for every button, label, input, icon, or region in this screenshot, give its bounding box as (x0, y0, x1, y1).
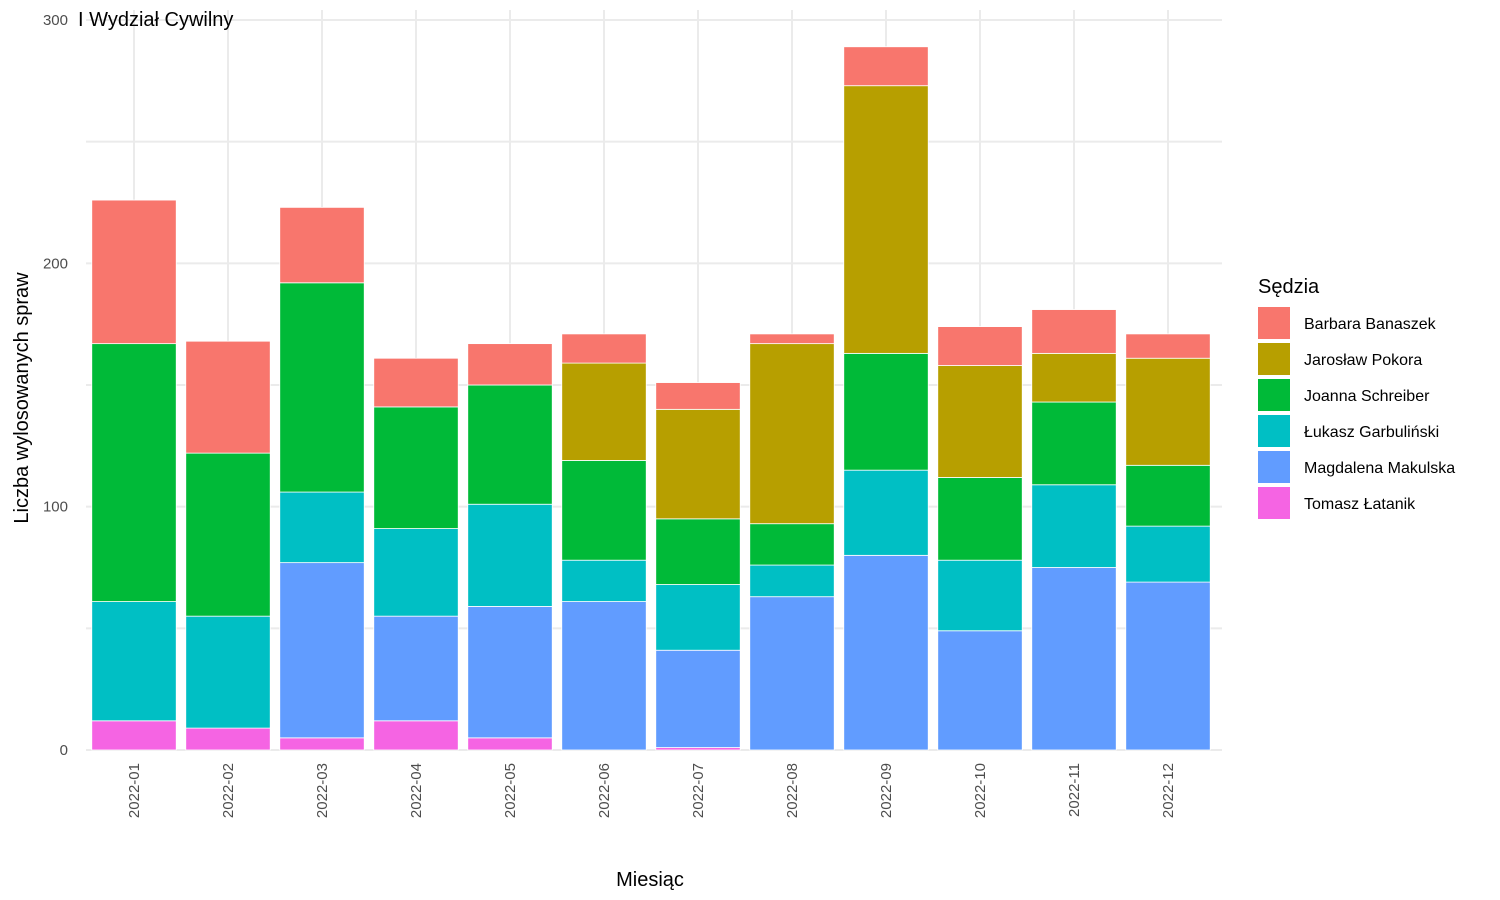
bar-segment (91, 601, 177, 722)
bar-segment (937, 630, 1023, 751)
bar-segment (279, 206, 365, 284)
bar-segment (655, 382, 741, 410)
bars (91, 46, 1211, 751)
bar-segment (937, 477, 1023, 561)
bar-segment (1125, 357, 1211, 466)
bar-segment (185, 727, 271, 751)
bar-segment (937, 326, 1023, 366)
bar-segment (373, 406, 459, 529)
bar-segment (91, 343, 177, 602)
bar-segment (279, 737, 365, 751)
bar-segment (185, 340, 271, 454)
legend-label: Tomasz Łatanik (1304, 496, 1416, 513)
bar-segment (279, 562, 365, 739)
bar-segment (91, 720, 177, 751)
bar-segment (561, 362, 647, 461)
bar-segment (749, 564, 835, 598)
bar-segment (937, 365, 1023, 478)
bar-segment (467, 343, 553, 386)
legend-key (1258, 415, 1290, 447)
bar-segment (937, 559, 1023, 632)
legend-key (1258, 379, 1290, 411)
bar-segment (373, 720, 459, 751)
bar-segment (843, 554, 929, 751)
chart-title: I Wydział Cywilny (78, 9, 233, 31)
bar-segment (749, 596, 835, 751)
bar-segment (843, 469, 929, 556)
bar-segment (1031, 484, 1117, 568)
y-tick-label: 0 (60, 742, 68, 759)
x-tick-label: 2022-12 (1160, 763, 1177, 818)
bar-segment (1125, 581, 1211, 751)
x-tick-label: 2022-07 (690, 763, 707, 818)
x-tick-label: 2022-11 (1066, 763, 1083, 817)
bar-segment (467, 737, 553, 751)
bar-segment (467, 606, 553, 739)
y-axis-title: Liczba wylosowanych spraw (11, 272, 33, 524)
y-tick-label: 100 (43, 499, 68, 516)
legend-label: Magdalena Makulska (1304, 460, 1455, 477)
bar-segment (1031, 309, 1117, 354)
bar-segment (1125, 333, 1211, 359)
bar-segment (1031, 567, 1117, 751)
bar-segment (91, 199, 177, 345)
x-tick-label: 2022-02 (220, 763, 237, 818)
y-tick-label: 200 (43, 255, 68, 272)
x-axis-ticks: 2022-01 2022-02 2022-03 2022-04 2022-05 2022-… (126, 763, 1177, 818)
x-tick-label: 2022-08 (784, 763, 801, 818)
bar-segment (655, 408, 741, 520)
bar-segment (373, 528, 459, 617)
bar-segment (561, 460, 647, 561)
x-tick-label: 2022-09 (878, 763, 895, 818)
bar-segment (749, 523, 835, 566)
bar-segment (561, 601, 647, 751)
bar-segment (1031, 401, 1117, 486)
bar-segment (373, 357, 459, 408)
x-tick-label: 2022-05 (502, 763, 519, 818)
bar-segment (655, 584, 741, 651)
bar-segment (1031, 352, 1117, 403)
x-tick-label: 2022-04 (408, 763, 425, 818)
legend-label: Barbara Banaszek (1304, 316, 1437, 333)
legend-key (1258, 487, 1290, 519)
bar-segment (1125, 525, 1211, 583)
bar-segment (467, 503, 553, 607)
legend-title: Sędzia (1258, 276, 1320, 298)
bar-segment (655, 518, 741, 585)
bar-segment (749, 343, 835, 525)
bar-segment (1125, 464, 1211, 527)
bar-segment (185, 452, 271, 617)
bar-segment (185, 615, 271, 729)
x-tick-label: 2022-03 (314, 763, 331, 818)
legend-label: Joanna Schreiber (1304, 388, 1430, 405)
bar-segment (749, 333, 835, 345)
bar-segment (467, 384, 553, 505)
bar-segment (561, 333, 647, 364)
bar-segment (373, 615, 459, 722)
bar-segment (843, 46, 929, 87)
legend-key (1258, 307, 1290, 339)
x-tick-label: 2022-01 (126, 763, 143, 818)
x-tick-label: 2022-10 (972, 763, 989, 818)
y-axis-ticks: 0 100 200 300 (43, 12, 68, 759)
legend-label: Jarosław Pokora (1304, 352, 1422, 369)
bar-segment (843, 85, 929, 354)
legend-label: Łukasz Garbuliński (1304, 424, 1439, 441)
bar-segment (561, 559, 647, 602)
legend: Sędzia Barbara Banaszek Jarosław Pokora Jo… (1258, 276, 1455, 519)
bar-segment (279, 491, 365, 564)
x-axis-title: Miesiąc (616, 869, 684, 891)
bar-segment (279, 282, 365, 493)
bar-segment (655, 649, 741, 748)
legend-key (1258, 451, 1290, 483)
legend-key (1258, 343, 1290, 375)
x-tick-label: 2022-06 (596, 763, 613, 818)
bar-segment (843, 352, 929, 471)
y-tick-label: 300 (43, 12, 68, 29)
